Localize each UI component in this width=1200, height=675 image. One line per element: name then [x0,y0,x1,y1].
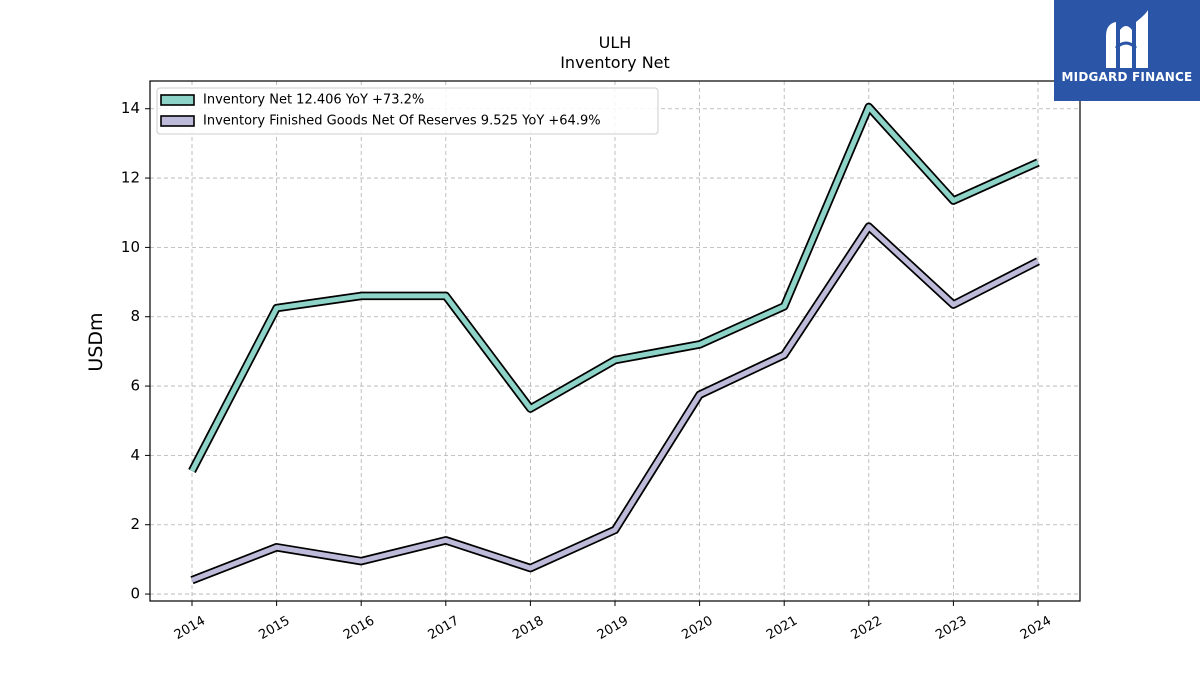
legend-box [156,87,659,135]
x-tick-label: 2019 [595,613,631,643]
x-tick-label: 2020 [679,613,715,643]
y-tick-label: 12 [121,169,140,187]
brand-name: MIDGARD FINANCE [1061,70,1193,84]
legend-swatch-2 [160,115,195,127]
x-tick-label: 2023 [933,613,969,643]
x-tick-label: 2024 [1018,613,1054,643]
x-tick-label: 2017 [426,613,462,643]
y-tick-label: 8 [130,307,140,325]
series-lines [188,102,1040,585]
x-axis-ticks: 2014 2015 2016 2017 2018 2019 2020 2021 2022 2023… [172,601,1054,643]
midgard-logo-icon [1106,10,1148,68]
x-tick-label: 2015 [256,613,292,643]
legend-swatch-1 [160,94,195,106]
y-tick-label: 0 [130,585,140,603]
y-axis-ticks: 0 2 4 6 8 10 12 14 [121,99,150,603]
legend: Inventory Net 12.406 YoY +73.2% Inventory… [156,87,659,135]
y-tick-label: 4 [130,446,140,464]
x-tick-label: 2022 [849,613,885,643]
x-tick-label: 2018 [510,613,546,643]
chart-title: ULH [599,33,632,52]
brand-logo: MIDGARD FINANCE [1054,0,1200,101]
legend-label-1: Inventory Net 12.406 YoY +73.2% [203,93,424,108]
legend-label-2: Inventory Finished Goods Net Of Reserves… [203,114,601,129]
y-tick-label: 14 [121,99,140,117]
series-line-1 [189,104,1040,473]
y-tick-label: 10 [121,238,140,256]
y-axis-label: USDm [85,312,107,371]
series-line-2 [191,224,1040,583]
x-tick-label: 2014 [172,613,208,643]
y-tick-label: 2 [130,515,140,533]
x-tick-label: 2021 [764,613,800,643]
x-tick-label: 2016 [341,613,377,643]
chart-subtitle: Inventory Net [560,53,670,72]
y-tick-label: 6 [130,377,140,395]
